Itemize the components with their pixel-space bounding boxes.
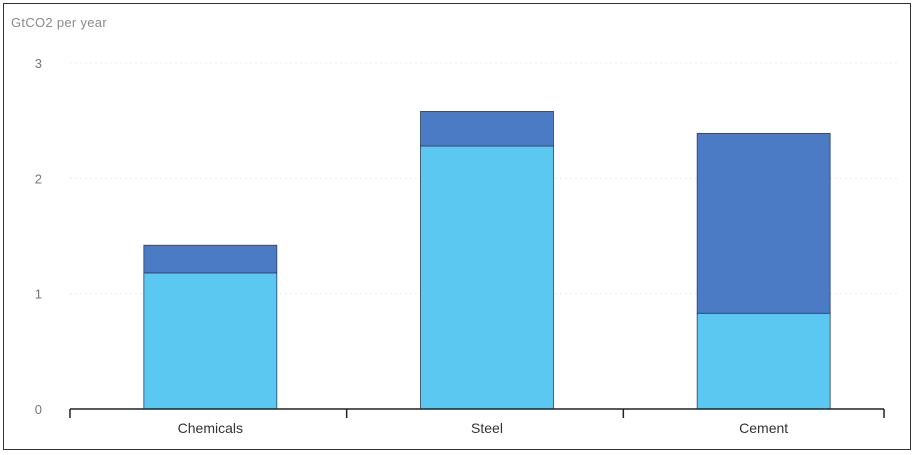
bar-segment <box>143 244 278 274</box>
bar-segment <box>696 312 831 410</box>
y-tick-label: 2 <box>35 171 42 186</box>
y-axis-unit-label: GtCO2 per year <box>11 15 107 30</box>
bar-segment <box>696 132 831 314</box>
stacked-bar-chart: 0 1 2 3 Chemicals Steel Cement <box>35 56 900 436</box>
y-tick-label: 1 <box>35 287 42 302</box>
y-tick-label: 0 <box>35 402 42 417</box>
x-tick-label: Steel <box>471 420 503 436</box>
bar-segment <box>420 111 554 147</box>
bar-segment <box>143 272 278 410</box>
chart-frame: GtCO2 per year 0 1 2 3 Chemicals Steel Cement <box>3 3 911 450</box>
x-tick-label: Chemicals <box>178 420 243 436</box>
x-tick-label: Cement <box>739 420 788 436</box>
y-tick-label: 3 <box>35 56 42 71</box>
bar-segment <box>420 145 554 410</box>
